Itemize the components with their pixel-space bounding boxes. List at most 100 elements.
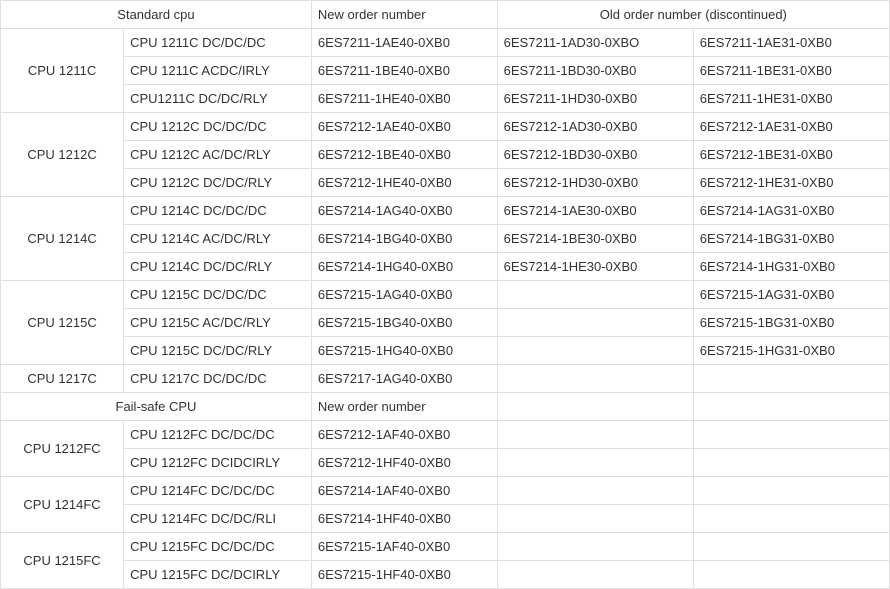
cpu-config: CPU 1214C DC/DC/DC <box>124 197 312 225</box>
cpu-config: CPU 1211C ACDC/IRLY <box>124 57 312 85</box>
empty-cell <box>693 561 889 589</box>
old-order-number-1: 6ES7214-1HE30-0XB0 <box>497 253 693 281</box>
table-row: CPU1211C DC/DC/RLY6ES7211-1HE40-0XB06ES7… <box>1 85 890 113</box>
table-row: CPU 1211CCPU 1211C DC/DC/DC6ES7211-1AE40… <box>1 29 890 57</box>
new-order-number: 6ES7211-1HE40-0XB0 <box>311 85 497 113</box>
empty-cell <box>693 449 889 477</box>
old-order-number-1: 6ES7212-1HD30-0XB0 <box>497 169 693 197</box>
old-order-number-2: 6ES7215-1AG31-0XB0 <box>693 281 889 309</box>
table-row: CPU 1215CCPU 1215C DC/DC/DC6ES7215-1AG40… <box>1 281 890 309</box>
table-row: CPU 1212C AC/DC/RLY6ES7212-1BE40-0XB06ES… <box>1 141 890 169</box>
new-order-number: 6ES7214-1HG40-0XB0 <box>311 253 497 281</box>
old-order-number-1: 6ES7211-1BD30-0XB0 <box>497 57 693 85</box>
table-row: CPU 1212FCCPU 1212FC DC/DC/DC6ES7212-1AF… <box>1 421 890 449</box>
old-order-number-2 <box>693 365 889 393</box>
cpu-config: CPU 1212C DC/DC/RLY <box>124 169 312 197</box>
new-order-number: 6ES7215-1HF40-0XB0 <box>311 561 497 589</box>
new-order-number: 6ES7215-1AF40-0XB0 <box>311 533 497 561</box>
new-order-number: 6ES7212-1BE40-0XB0 <box>311 141 497 169</box>
header-standard-cpu: Standard cpu <box>1 1 312 29</box>
cpu-config: CPU 1215C DC/DC/RLY <box>124 337 312 365</box>
empty-cell <box>497 393 693 421</box>
cpu-config: CPU 1214FC DC/DC/RLI <box>124 505 312 533</box>
cpu-config: CPU 1214C AC/DC/RLY <box>124 225 312 253</box>
empty-cell <box>693 393 889 421</box>
cpu-config: CPU1211C DC/DC/RLY <box>124 85 312 113</box>
table-row: CPU 1215FC DC/DCIRLY6ES7215-1HF40-0XB0 <box>1 561 890 589</box>
header-row-standard: Standard cpuNew order numberOld order nu… <box>1 1 890 29</box>
cpu-config: CPU 1212C DC/DC/DC <box>124 113 312 141</box>
table-row: CPU 1215FCCPU 1215FC DC/DC/DC6ES7215-1AF… <box>1 533 890 561</box>
old-order-number-2: 6ES7214-1HG31-0XB0 <box>693 253 889 281</box>
new-order-number: 6ES7214-1BG40-0XB0 <box>311 225 497 253</box>
new-order-number: 6ES7212-1AF40-0XB0 <box>311 421 497 449</box>
new-order-number: 6ES7211-1AE40-0XB0 <box>311 29 497 57</box>
cpu-group: CPU 1214C <box>1 197 124 281</box>
cpu-config: CPU 1214C DC/DC/RLY <box>124 253 312 281</box>
new-order-number: 6ES7214-1HF40-0XB0 <box>311 505 497 533</box>
empty-cell <box>497 449 693 477</box>
table-row: CPU 1215C DC/DC/RLY6ES7215-1HG40-0XB0 6ES… <box>1 337 890 365</box>
table-row: CPU 1214FCCPU 1214FC DC/DC/DC6ES7214-1AF… <box>1 477 890 505</box>
new-order-number: 6ES7217-1AG40-0XB0 <box>311 365 497 393</box>
old-order-number-1 <box>497 365 693 393</box>
old-order-number-2: 6ES7212-1AE31-0XB0 <box>693 113 889 141</box>
new-order-number: 6ES7215-1AG40-0XB0 <box>311 281 497 309</box>
cpu-config: CPU 1217C DC/DC/DC <box>124 365 312 393</box>
old-order-number-1: 6ES7211-1HD30-0XB0 <box>497 85 693 113</box>
empty-cell <box>497 505 693 533</box>
cpu-config: CPU 1212C AC/DC/RLY <box>124 141 312 169</box>
old-order-number-2: 6ES7215-1HG31-0XB0 <box>693 337 889 365</box>
cpu-group: CPU 1211C <box>1 29 124 113</box>
cpu-config: CPU 1215FC DC/DC/DC <box>124 533 312 561</box>
table-row: CPU 1215C AC/DC/RLY6ES7215-1BG40-0XB06ES… <box>1 309 890 337</box>
cpu-config: CPU 1215C DC/DC/DC <box>124 281 312 309</box>
empty-cell <box>693 505 889 533</box>
cpu-config: CPU 1215FC DC/DCIRLY <box>124 561 312 589</box>
cpu-config: CPU 1212FC DCIDCIRLY <box>124 449 312 477</box>
empty-cell <box>497 421 693 449</box>
table-row: CPU 1212FC DCIDCIRLY6ES7212-1HF40-0XB0 <box>1 449 890 477</box>
old-order-number-2: 6ES7214-1BG31-0XB0 <box>693 225 889 253</box>
empty-cell <box>497 533 693 561</box>
cpu-group: CPU 1215FC <box>1 533 124 589</box>
new-order-number: 6ES7212-1AE40-0XB0 <box>311 113 497 141</box>
empty-cell <box>497 561 693 589</box>
old-order-number-1: 6ES7214-1AE30-0XB0 <box>497 197 693 225</box>
old-order-number-1 <box>497 309 693 337</box>
cpu-config: CPU 1211C DC/DC/DC <box>124 29 312 57</box>
old-order-number-2: 6ES7214-1AG31-0XB0 <box>693 197 889 225</box>
old-order-number-2: 6ES7211-1BE31-0XB0 <box>693 57 889 85</box>
cpu-group: CPU 1215C <box>1 281 124 365</box>
table-row: CPU 1212C DC/DC/RLY6ES7212-1HE40-0XB06ES… <box>1 169 890 197</box>
old-order-number-1: 6ES7211-1AD30-0XBO <box>497 29 693 57</box>
old-order-number-2: 6ES7211-1AE31-0XB0 <box>693 29 889 57</box>
table-row: CPU 1217CCPU 1217C DC/DC/DC6ES7217-1AG40… <box>1 365 890 393</box>
header-row-failsafe: Fail-safe CPUNew order number <box>1 393 890 421</box>
old-order-number-1: 6ES7212-1BD30-0XB0 <box>497 141 693 169</box>
old-order-number-1 <box>497 337 693 365</box>
old-order-number-2: 6ES7212-1HE31-0XB0 <box>693 169 889 197</box>
new-order-number: 6ES7214-1AG40-0XB0 <box>311 197 497 225</box>
old-order-number-1 <box>497 281 693 309</box>
old-order-number-2: 6ES7211-1HE31-0XB0 <box>693 85 889 113</box>
header-new-order-2: New order number <box>311 393 497 421</box>
table-row: CPU 1214FC DC/DC/RLI6ES7214-1HF40-0XB0 <box>1 505 890 533</box>
header-failsafe-cpu: Fail-safe CPU <box>1 393 312 421</box>
old-order-number-1: 6ES7214-1BE30-0XB0 <box>497 225 693 253</box>
table-row: CPU 1212CCPU 1212C DC/DC/DC6ES7212-1AE40… <box>1 113 890 141</box>
header-new-order: New order number <box>311 1 497 29</box>
table-row: CPU 1214CCPU 1214C DC/DC/DC6ES7214-1AG40… <box>1 197 890 225</box>
table-row: CPU 1211C ACDC/IRLY6ES7211-1BE40-0XB06ES… <box>1 57 890 85</box>
empty-cell <box>497 477 693 505</box>
new-order-number: 6ES7212-1HE40-0XB0 <box>311 169 497 197</box>
header-old-order: Old order number (discontinued) <box>497 1 889 29</box>
cpu-group: CPU 1217C <box>1 365 124 393</box>
empty-cell <box>693 421 889 449</box>
new-order-number: 6ES7215-1BG40-0XB0 <box>311 309 497 337</box>
table-row: CPU 1214C AC/DC/RLY6ES7214-1BG40-0XB06ES… <box>1 225 890 253</box>
old-order-number-1: 6ES7212-1AD30-0XB0 <box>497 113 693 141</box>
cpu-group: CPU 1212FC <box>1 421 124 477</box>
empty-cell <box>693 533 889 561</box>
new-order-number: 6ES7215-1HG40-0XB0 <box>311 337 497 365</box>
